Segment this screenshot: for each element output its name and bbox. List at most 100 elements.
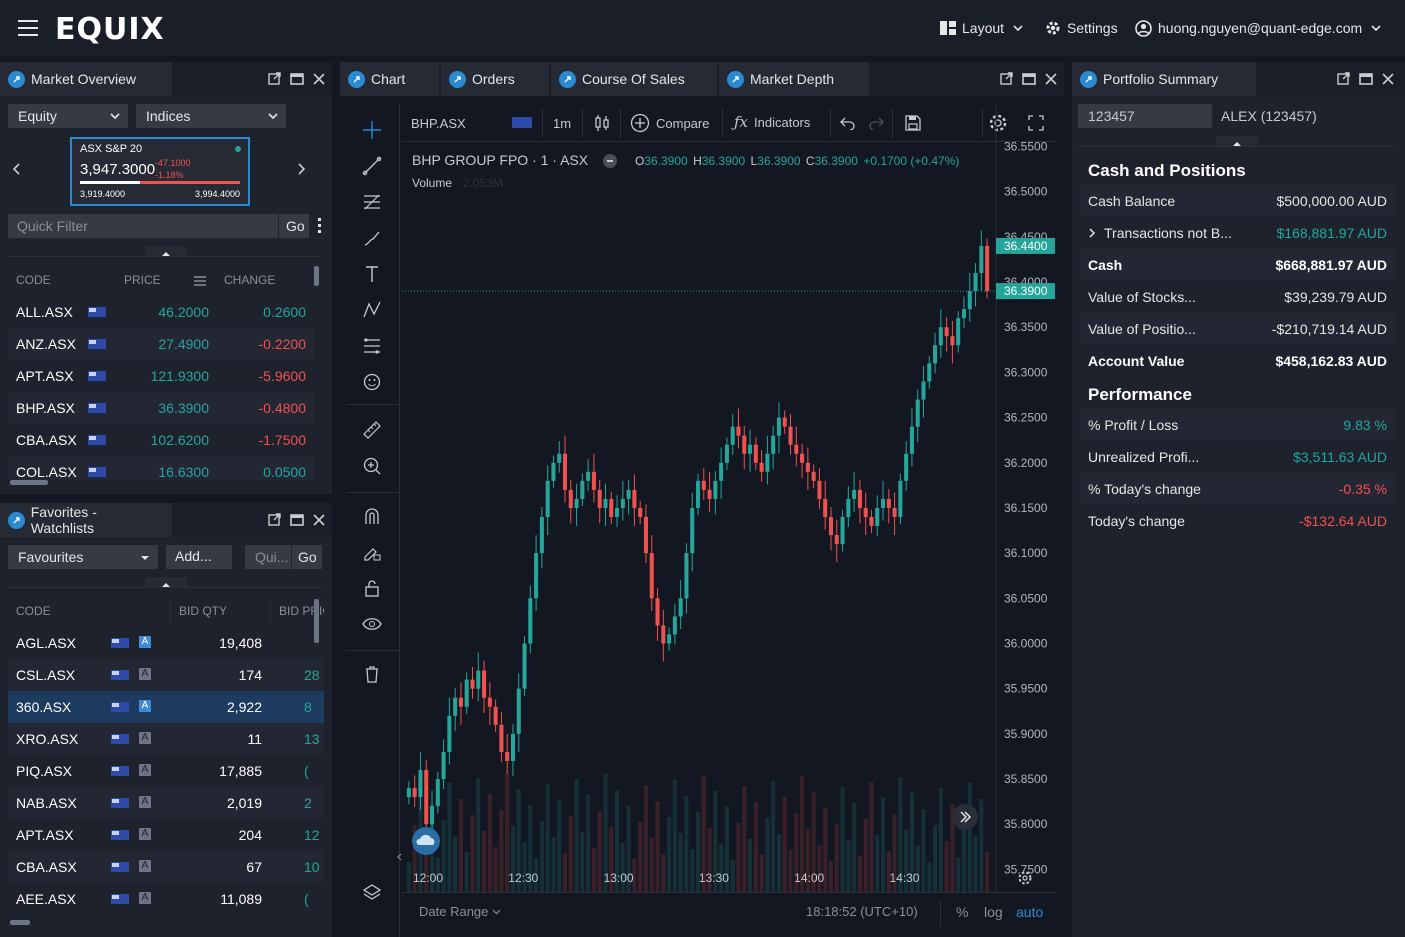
pattern-icon[interactable] xyxy=(362,300,382,320)
zoom-in-icon[interactable] xyxy=(362,456,382,476)
table-row[interactable]: XRO.ASX A 11 13 xyxy=(8,723,324,755)
index-card[interactable]: ASX S&P 20 3,947.3000 -47.1000 -1.18% 3,… xyxy=(70,137,250,206)
tab-chart[interactable]: Chart xyxy=(340,62,439,96)
table-row[interactable]: ALL.ASX 46.2000 0.2600 xyxy=(8,296,314,328)
redo-icon[interactable] xyxy=(868,116,884,130)
trend-line-icon[interactable] xyxy=(362,156,382,176)
indicators-button[interactable]: ƒx Indicators xyxy=(734,113,810,131)
table-row[interactable]: APT.ASX A 204 12 xyxy=(8,819,324,851)
column-menu-icon[interactable] xyxy=(194,276,206,286)
collapse-handle[interactable] xyxy=(1216,136,1258,146)
trash-icon[interactable] xyxy=(362,664,382,684)
maximize-icon[interactable] xyxy=(289,512,304,527)
candlestick-chart[interactable]: 36.550036.500036.450036.400036.350036.30… xyxy=(340,62,1064,937)
col-code[interactable]: CODE xyxy=(16,604,51,618)
undo-icon[interactable] xyxy=(840,116,856,130)
auto-toggle[interactable]: auto xyxy=(1016,904,1044,920)
date-range-button[interactable]: Date Range xyxy=(419,904,501,919)
table-row[interactable]: ANZ.ASX 27.4900 -0.2200 xyxy=(8,328,314,360)
interval-button[interactable]: 1m xyxy=(553,116,572,131)
horizontal-scrollbar[interactable] xyxy=(10,920,30,925)
collapse-handle[interactable] xyxy=(145,246,187,256)
percent-toggle[interactable]: % xyxy=(956,904,969,920)
tab-favorites[interactable]: Favorites - Watchlists xyxy=(0,503,172,537)
lock-drawing-icon[interactable] xyxy=(362,542,382,562)
tab-course-of-sales[interactable]: Course Of Sales xyxy=(551,62,717,96)
table-row[interactable]: APT.ASX 121.9300 -5.9600 xyxy=(8,360,314,392)
table-row[interactable]: CBA.ASX 102.6200 -1.7500 xyxy=(8,424,314,456)
horizontal-scrollbar[interactable] xyxy=(10,480,48,485)
save-icon[interactable] xyxy=(905,115,921,131)
close-icon[interactable] xyxy=(1380,71,1395,86)
candles-icon[interactable] xyxy=(594,114,610,132)
collapse-toolbar-icon[interactable] xyxy=(396,842,402,872)
maximize-icon[interactable] xyxy=(1021,71,1036,86)
tab-portfolio-summary[interactable]: Portfolio Summary xyxy=(1072,62,1256,96)
popout-icon[interactable] xyxy=(267,512,282,527)
table-row[interactable]: COL.ASX 16.6300 0.0500 xyxy=(8,456,314,480)
eye-icon[interactable] xyxy=(362,614,382,634)
hide-legend-icon[interactable] xyxy=(603,154,617,168)
popout-icon[interactable] xyxy=(1336,71,1351,86)
go-button[interactable]: Go xyxy=(279,214,309,238)
col-bid-qty[interactable]: BID QTY xyxy=(179,604,228,618)
lock-icon[interactable] xyxy=(362,578,382,598)
tab-orders[interactable]: Orders xyxy=(441,62,549,96)
log-toggle[interactable]: log xyxy=(984,904,1003,920)
chevron-left-icon[interactable] xyxy=(12,162,22,176)
add-button[interactable]: Add... xyxy=(166,545,232,569)
gear-icon[interactable] xyxy=(988,113,1008,133)
go-button[interactable]: Go xyxy=(292,545,322,569)
magnet-icon[interactable] xyxy=(362,506,382,526)
emoji-icon[interactable] xyxy=(362,372,382,392)
tab-market-depth[interactable]: Market Depth xyxy=(719,62,869,96)
account-id-input[interactable]: 123457 xyxy=(1078,104,1212,128)
asset-class-dropdown[interactable]: Equity xyxy=(8,104,128,128)
table-row[interactable]: 360.ASX A 2,922 8 xyxy=(8,691,324,723)
maximize-icon[interactable] xyxy=(1358,71,1373,86)
compare-button[interactable]: Compare xyxy=(630,113,709,133)
chevron-right-icon[interactable] xyxy=(1088,226,1096,242)
col-price[interactable]: PRICE xyxy=(124,273,161,287)
table-row[interactable]: CSL.ASX A 174 28 xyxy=(8,659,324,691)
category-dropdown[interactable]: Indices xyxy=(136,104,286,128)
chevron-right-icon[interactable] xyxy=(296,162,306,176)
maximize-icon[interactable] xyxy=(289,71,304,86)
table-row[interactable]: NAB.ASX A 2,019 2 xyxy=(8,787,324,819)
popout-icon[interactable] xyxy=(999,71,1014,86)
table-row[interactable]: AGL.ASX A 19,408 xyxy=(8,627,324,659)
scrollbar[interactable] xyxy=(314,599,319,643)
user-menu[interactable]: huong.nguyen@quant-edge.com xyxy=(1135,18,1387,38)
layers-icon[interactable] xyxy=(362,882,382,902)
quick-filter-input[interactable]: Qui... xyxy=(245,545,291,569)
table-row[interactable]: BHP.ASX 36.3900 -0.4800 xyxy=(8,392,314,424)
col-bid-price[interactable]: BID PRIC xyxy=(279,604,324,618)
projection-icon[interactable] xyxy=(362,336,382,356)
watchlist-dropdown[interactable]: Favourites xyxy=(8,545,158,569)
table-row[interactable]: CBA.ASX A 67 10 xyxy=(8,851,324,883)
scroll-to-realtime-button[interactable] xyxy=(952,804,978,830)
collapse-handle[interactable] xyxy=(145,577,187,587)
popout-icon[interactable] xyxy=(267,71,282,86)
quick-filter-input[interactable]: Quick Filter xyxy=(8,214,278,238)
portfolio-row[interactable]: Transactions not B... $168,881.97 AUD xyxy=(1080,217,1395,249)
table-row[interactable]: PIQ.ASX A 17,885 ( xyxy=(8,755,324,787)
col-code[interactable]: CODE xyxy=(16,273,51,287)
col-change[interactable]: CHANGE xyxy=(224,273,276,287)
layout-menu[interactable]: Layout xyxy=(940,18,1029,38)
close-icon[interactable] xyxy=(311,71,326,86)
tradingview-logo[interactable] xyxy=(412,827,440,855)
text-icon[interactable] xyxy=(362,264,382,284)
settings-button[interactable]: Settings xyxy=(1045,18,1118,38)
menu-icon[interactable] xyxy=(18,20,38,36)
close-icon[interactable] xyxy=(311,512,326,527)
symbol-input[interactable]: BHP.ASX xyxy=(411,116,466,131)
close-icon[interactable] xyxy=(1043,71,1058,86)
scrollbar[interactable] xyxy=(314,266,319,286)
crosshair-icon[interactable] xyxy=(362,120,382,140)
more-icon[interactable] xyxy=(318,218,321,234)
axis-settings-icon[interactable] xyxy=(1017,870,1033,886)
table-row[interactable]: AEE.ASX A 11,089 ( xyxy=(8,883,324,915)
tab-market-overview[interactable]: Market Overview xyxy=(0,62,172,96)
brush-icon[interactable] xyxy=(362,228,382,248)
